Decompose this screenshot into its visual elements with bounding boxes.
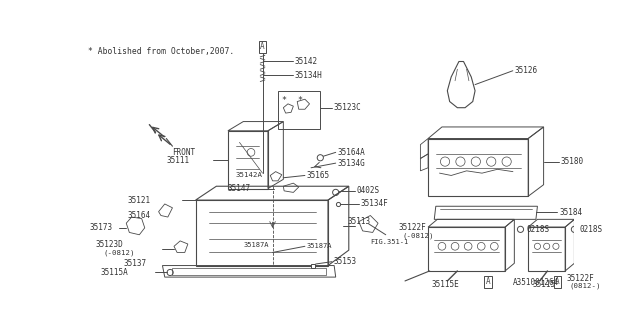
Text: 35165: 35165	[307, 171, 330, 180]
Text: 35126: 35126	[515, 66, 538, 75]
Text: A: A	[260, 42, 265, 52]
Text: 35184: 35184	[559, 208, 582, 217]
Text: 35142A: 35142A	[236, 172, 262, 179]
Text: 35115E: 35115E	[532, 280, 560, 289]
Text: 35111: 35111	[166, 156, 189, 164]
Text: 35123D: 35123D	[95, 240, 124, 249]
Bar	[278, 91, 320, 129]
Text: 35142: 35142	[295, 57, 318, 66]
Text: A: A	[486, 277, 490, 286]
Text: 35187A: 35187A	[243, 242, 269, 248]
Text: 35187A: 35187A	[307, 243, 332, 249]
Text: *: *	[282, 95, 287, 105]
Text: 35134H: 35134H	[295, 71, 323, 80]
Text: 0402S: 0402S	[356, 186, 380, 195]
Text: 35180: 35180	[561, 157, 584, 166]
Text: FIG.351-1: FIG.351-1	[371, 239, 408, 245]
Text: 35115A: 35115A	[101, 268, 129, 277]
Text: 35134F: 35134F	[360, 199, 388, 208]
Text: 35147: 35147	[228, 184, 251, 193]
Text: 35113: 35113	[348, 217, 371, 226]
Text: 35134G: 35134G	[337, 159, 365, 168]
Text: (-0812): (-0812)	[103, 250, 134, 257]
Text: 35121: 35121	[128, 196, 151, 204]
Text: A351001264: A351001264	[513, 278, 559, 287]
Text: 35164A: 35164A	[337, 148, 365, 157]
Text: *: *	[297, 95, 302, 105]
Text: * Abolished from October,2007.: * Abolished from October,2007.	[88, 47, 234, 56]
Bar	[228, 131, 268, 188]
Text: 0218S: 0218S	[580, 225, 603, 234]
Text: 35122F: 35122F	[566, 274, 595, 283]
Text: 35123C: 35123C	[333, 103, 361, 112]
Text: (0812-): (0812-)	[569, 282, 600, 289]
Text: A: A	[555, 277, 560, 286]
Text: (-0812): (-0812)	[403, 232, 434, 239]
Text: FRONT: FRONT	[172, 148, 196, 157]
Text: 35115E: 35115E	[432, 280, 460, 289]
Text: 0218S: 0218S	[527, 225, 550, 234]
Text: 35122F: 35122F	[399, 222, 427, 232]
Text: 35137: 35137	[124, 259, 147, 268]
Text: 35153: 35153	[333, 257, 356, 266]
Text: 35164: 35164	[128, 211, 151, 220]
Bar	[172, 268, 326, 275]
Text: 35173: 35173	[90, 223, 113, 232]
